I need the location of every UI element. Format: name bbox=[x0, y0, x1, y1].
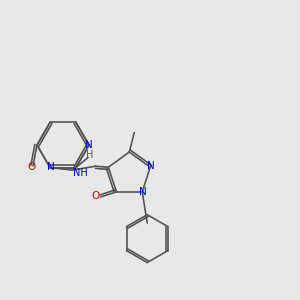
Text: O: O bbox=[27, 162, 35, 172]
Text: N: N bbox=[140, 187, 147, 197]
Text: N: N bbox=[147, 161, 155, 171]
Text: O: O bbox=[92, 191, 100, 201]
Text: N: N bbox=[47, 161, 55, 172]
Text: H: H bbox=[86, 150, 93, 160]
Text: N: N bbox=[85, 140, 93, 150]
Text: NH: NH bbox=[73, 168, 88, 178]
